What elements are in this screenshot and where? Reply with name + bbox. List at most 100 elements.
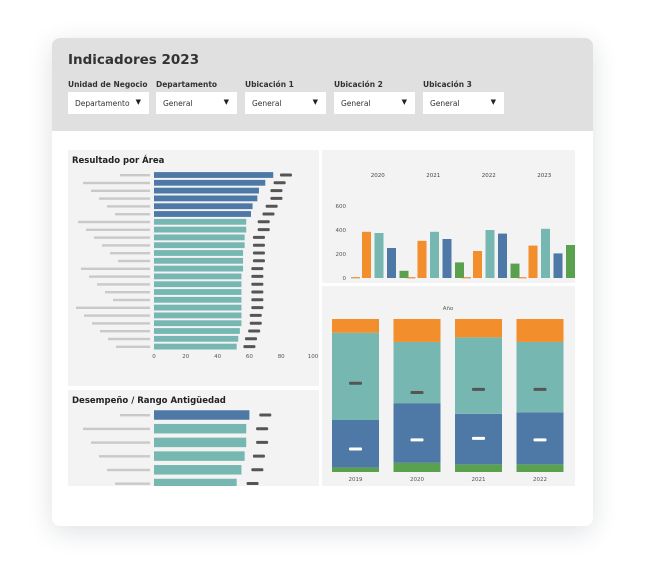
resultado-area-reference-mark	[251, 282, 264, 286]
resultado-area-reference-mark	[251, 298, 264, 302]
category-label-placeholder	[76, 306, 150, 309]
anual-grupos-bar	[362, 231, 371, 278]
resultado-area-bar	[154, 335, 239, 342]
resultado-area-reference-mark	[248, 329, 261, 333]
composicion-bar-segment	[455, 337, 502, 414]
composicion-x-tick-label: 2022	[533, 477, 547, 483]
anual-grupos-column-header: 2022	[482, 173, 496, 179]
resultado-area-reference-mark	[273, 181, 286, 185]
category-label-placeholder	[116, 345, 150, 348]
resultado-area-bar	[154, 218, 247, 225]
composicion-bar-segment	[455, 464, 502, 472]
anual-grupos-column-header: 2021	[426, 173, 440, 179]
anual-grupos-bar	[541, 228, 550, 278]
resultado-area-reference-mark	[251, 306, 264, 310]
baseline-mark	[351, 277, 360, 279]
composicion-bar-segment	[393, 341, 441, 404]
resultado-area-reference-mark	[279, 173, 292, 177]
dashboard-header: Indicadores 2023 Unidad de Negocio Depar…	[52, 38, 593, 131]
resultado-area-bar	[154, 172, 274, 178]
resultado-area-bar	[154, 343, 237, 350]
composicion-x-tick-label: 2019	[349, 477, 363, 483]
triangle-down-icon: ▼	[312, 98, 318, 106]
desempeno-bar	[154, 410, 250, 420]
composicion-marker	[410, 390, 424, 394]
anual-grupos-bar	[442, 239, 452, 278]
anual-grupos-y-tick-label: 600	[336, 204, 347, 210]
ubicacion-2-dropdown[interactable]: General ▼	[334, 92, 415, 114]
filter-label-ubicacion-2: Ubicación 2	[334, 80, 383, 89]
anual-grupos-bar	[387, 248, 396, 278]
category-label-placeholder	[120, 174, 150, 177]
category-label-placeholder	[81, 267, 150, 270]
resultado-area-reference-mark	[270, 196, 283, 200]
resultado-area-x-tick-label: 100	[308, 354, 319, 360]
composicion-bar-segment	[455, 319, 502, 338]
composicion-panel: Año 2019 2020 2021 2022	[322, 286, 575, 486]
anual-grupos-bar	[510, 263, 520, 278]
desempeno-reference-mark	[246, 482, 259, 485]
anual-grupos-bar	[553, 253, 563, 278]
category-label-placeholder	[86, 228, 150, 231]
resultado-area-bar	[154, 195, 258, 202]
resultado-area-bar	[154, 242, 245, 249]
category-label-placeholder	[107, 468, 150, 472]
resultado-area-bar	[154, 320, 242, 327]
resultado-area-reference-mark	[257, 228, 270, 232]
desempeno-panel: Desempeño / Rango Antigüedad	[68, 390, 319, 486]
composicion-bar-segment	[516, 341, 564, 413]
composicion-x-tick-label: 2020	[410, 477, 424, 483]
resultado-area-bar	[154, 328, 240, 334]
resultado-area-title: Resultado por Área	[72, 156, 165, 166]
triangle-down-icon: ▼	[223, 98, 229, 106]
resultado-area-reference-mark	[270, 189, 283, 193]
resultado-area-bar	[154, 265, 244, 272]
departamento-dropdown[interactable]: General ▼	[156, 92, 237, 114]
ubicacion-3-dropdown[interactable]: General ▼	[423, 92, 504, 114]
composicion-bar-segment	[393, 462, 441, 472]
category-label-placeholder	[83, 181, 150, 185]
composicion-marker	[472, 436, 485, 440]
anual-grupos-bar	[455, 262, 464, 278]
category-label-placeholder	[120, 414, 150, 417]
desempeno-reference-mark	[251, 468, 264, 472]
resultado-area-x-tick-label: 20	[182, 354, 189, 360]
anual-grupos-bar	[430, 231, 439, 278]
desempeno-bar	[154, 423, 247, 434]
category-label-placeholder	[107, 205, 150, 208]
desempeno-bar	[154, 437, 247, 448]
category-label-placeholder	[99, 197, 150, 200]
composicion-bar-segment	[393, 403, 441, 463]
resultado-area-reference-mark	[252, 259, 265, 263]
resultado-area-reference-mark	[251, 267, 264, 271]
resultado-area-reference-mark	[262, 212, 275, 216]
desempeno-reference-mark	[256, 427, 269, 431]
category-label-placeholder	[91, 441, 150, 444]
triangle-down-icon: ▼	[490, 98, 496, 106]
anual-grupos-y-tick-label: 200	[336, 252, 347, 258]
category-label-placeholder	[84, 314, 150, 317]
unidad-negocio-dropdown[interactable]: Departamento ▼	[68, 92, 149, 114]
page-title: Indicadores 2023	[68, 52, 200, 68]
anual-grupos-chart: 0 200 400 600 2020 2021 2022 2023	[336, 173, 575, 282]
resultado-area-reference-mark	[249, 321, 262, 325]
anual-grupos-bar	[566, 245, 575, 278]
category-label-placeholder	[102, 244, 150, 247]
dashboard-card: Indicadores 2023 Unidad de Negocio Depar…	[52, 38, 593, 526]
resultado-area-bar	[154, 179, 266, 186]
desempeno-reference-mark	[252, 454, 265, 458]
ubicacion-1-dropdown[interactable]: General ▼	[245, 92, 326, 114]
anual-grupos-bar	[399, 270, 409, 278]
anual-grupos-y-tick-label: 400	[336, 228, 347, 234]
composicion-marker	[410, 438, 424, 442]
composicion-x-tick-label: 2021	[472, 477, 486, 483]
category-label-placeholder	[92, 322, 150, 325]
composicion-bar-segment	[516, 319, 564, 342]
resultado-area-reference-mark	[251, 274, 264, 278]
composicion-bar-segment	[332, 332, 379, 420]
category-label-placeholder	[105, 291, 150, 294]
anual-grupos-bar	[374, 233, 384, 278]
resultado-area-bar	[154, 250, 244, 256]
resultado-area-reference-mark	[243, 345, 256, 349]
resultado-area-reference-mark	[265, 204, 278, 208]
